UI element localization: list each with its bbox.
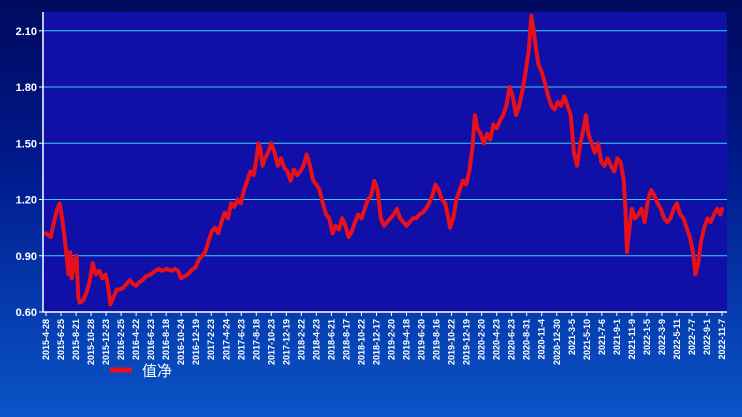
- x-tick-label: 2022-11-7: [717, 319, 727, 360]
- x-tick-label: 2020-8-31: [522, 319, 532, 360]
- x-tick-label: 2015-4-28: [41, 319, 51, 360]
- x-tick-label: 2019-8-16: [432, 319, 442, 360]
- x-tick-label: 2019-2-20: [387, 319, 397, 360]
- x-tick-label: 2021-9-1: [612, 319, 622, 355]
- x-tick-label: 2020-4-23: [492, 319, 502, 360]
- x-axis-ticks: 2015-4-28 2015-6-25 2015-8-21 2015-10-28 201…: [41, 312, 727, 365]
- y-tick-label: 0.90: [16, 251, 37, 263]
- x-tick-label: 2018-6-21: [326, 319, 336, 360]
- x-tick-label: 2015-12-23: [101, 319, 111, 365]
- series-line-net-value: [44, 13, 724, 307]
- x-tick-label: 2020-6-23: [507, 319, 517, 360]
- x-tick-label: 2021-11-9: [627, 319, 637, 360]
- x-tick-label: 2022-7-7: [687, 319, 697, 355]
- x-tick-label: 2019-6-20: [417, 319, 427, 360]
- x-tick-label: 2022-1-5: [642, 319, 652, 355]
- y-axis-ticks: 0.60 0.90 1.20 1.50 1.80 2.10: [16, 26, 43, 319]
- x-tick-label: 2018-10-22: [356, 319, 366, 365]
- x-tick-label: 2019-4-18: [402, 319, 412, 360]
- x-tick-label: 2020-12-30: [552, 319, 562, 365]
- x-tick-label: 2016-2-25: [116, 319, 126, 360]
- x-tick-label: 2015-6-25: [56, 319, 66, 360]
- x-tick-label: 2016-4-22: [131, 319, 141, 360]
- x-tick-label: 2022-9-1: [702, 319, 712, 355]
- x-tick-label: 2016-10-24: [176, 319, 186, 365]
- x-tick-label: 2019-10-22: [447, 319, 457, 365]
- x-tick-label: 2016-8-18: [161, 319, 171, 360]
- x-tick-label: 2017-8-18: [251, 319, 261, 360]
- x-tick-label: 2017-2-23: [206, 319, 216, 360]
- x-tick-label: 2017-10-23: [266, 319, 276, 365]
- y-tick-label: 0.60: [16, 307, 37, 319]
- x-tick-label: 2020-11-4: [537, 319, 547, 360]
- legend: 值净: [110, 362, 172, 380]
- y-tick-label: 1.80: [16, 82, 37, 94]
- x-tick-label: 2015-8-21: [71, 319, 81, 360]
- legend-label: 值净: [142, 362, 172, 380]
- y-tick-label: 1.20: [16, 195, 37, 207]
- x-tick-label: 2018-2-22: [296, 319, 306, 360]
- x-tick-label: 2018-8-17: [341, 319, 351, 360]
- x-tick-label: 2020-2-20: [477, 319, 487, 360]
- x-tick-label: 2021-5-10: [582, 319, 592, 360]
- y-tick-label: 1.50: [16, 138, 37, 150]
- x-tick-label: 2018-12-17: [371, 319, 381, 365]
- x-tick-label: 2017-12-19: [281, 319, 291, 365]
- x-tick-label: 2019-12-19: [462, 319, 472, 365]
- x-tick-label: 2018-4-23: [311, 319, 321, 360]
- x-tick-label: 2017-4-24: [221, 319, 231, 360]
- x-tick-label: 2022-5-11: [672, 319, 682, 360]
- grid-lines: [43, 30, 727, 257]
- x-tick-label: 2022-3-9: [657, 319, 667, 355]
- x-tick-label: 2015-10-28: [86, 319, 96, 365]
- x-tick-label: 2017-6-23: [236, 319, 246, 360]
- y-tick-label: 2.10: [16, 26, 37, 38]
- x-tick-label: 2016-12-19: [191, 319, 201, 365]
- x-tick-label: 2016-6-23: [146, 319, 156, 360]
- x-tick-label: 2021-7-6: [597, 319, 607, 355]
- x-tick-label: 2021-3-5: [567, 319, 577, 355]
- plot-area: [43, 12, 727, 312]
